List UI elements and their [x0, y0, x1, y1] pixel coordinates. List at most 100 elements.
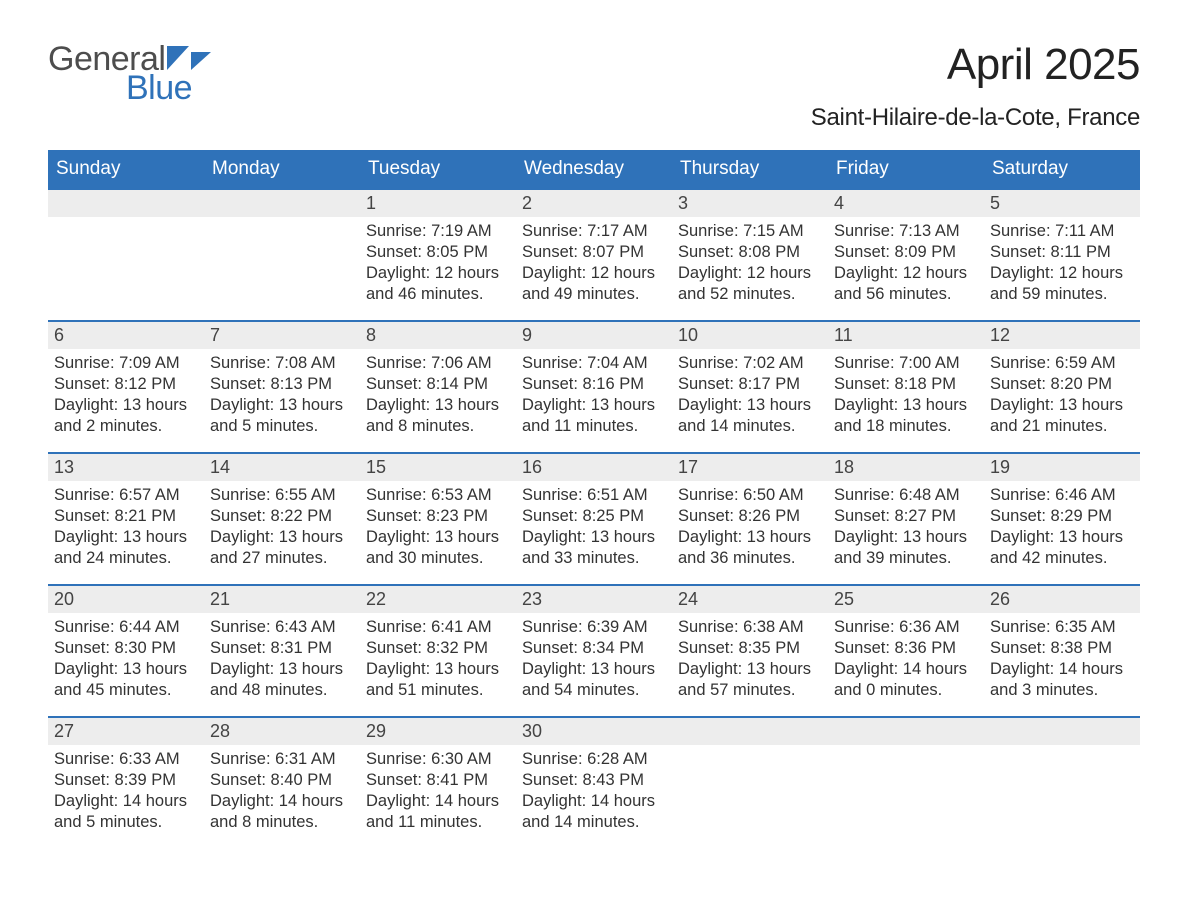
day-number: 21	[204, 586, 360, 613]
calendar: Sunday Monday Tuesday Wednesday Thursday…	[48, 150, 1140, 842]
daylight1-text: Daylight: 13 hours	[54, 527, 198, 548]
daylight2-text: and 27 minutes.	[210, 548, 354, 569]
daylight1-text: Daylight: 12 hours	[522, 263, 666, 284]
day-cell: 22Sunrise: 6:41 AMSunset: 8:32 PMDayligh…	[360, 586, 516, 710]
day-cell	[204, 190, 360, 314]
daylight2-text: and 56 minutes.	[834, 284, 978, 305]
day-number	[204, 190, 360, 217]
day-cell: 7Sunrise: 7:08 AMSunset: 8:13 PMDaylight…	[204, 322, 360, 446]
day-number: 28	[204, 718, 360, 745]
sunset-text: Sunset: 8:30 PM	[54, 638, 198, 659]
day-cell: 3Sunrise: 7:15 AMSunset: 8:08 PMDaylight…	[672, 190, 828, 314]
day-cell: 18Sunrise: 6:48 AMSunset: 8:27 PMDayligh…	[828, 454, 984, 578]
daylight2-text: and 8 minutes.	[366, 416, 510, 437]
sunset-text: Sunset: 8:21 PM	[54, 506, 198, 527]
day-cell: 29 Sunrise: 6:30 AMSunset: 8:41 PMDayligh…	[360, 718, 516, 842]
sunset-text: Sunset: 8:43 PM	[522, 770, 666, 791]
sunset-text: Sunset: 8:12 PM	[54, 374, 198, 395]
sunset-text: Sunset: 8:13 PM	[210, 374, 354, 395]
sunrise-text: Sunrise: 7:09 AM	[54, 353, 198, 374]
day-number: 24	[672, 586, 828, 613]
day-cell	[672, 718, 828, 842]
daylight1-text: Daylight: 12 hours	[678, 263, 822, 284]
sunrise-text: Sunrise: 6:30 AM	[366, 749, 510, 770]
sunrise-text: Sunrise: 7:00 AM	[834, 353, 978, 374]
sunrise-text: Sunrise: 6:33 AM	[54, 749, 198, 770]
day-cell: 10Sunrise: 7:02 AMSunset: 8:17 PMDayligh…	[672, 322, 828, 446]
sunset-text: Sunset: 8:35 PM	[678, 638, 822, 659]
day-cell: 30Sunrise: 6:28 AMSunset: 8:43 PMDayligh…	[516, 718, 672, 842]
sunrise-text: Sunrise: 6:35 AM	[990, 617, 1134, 638]
daylight1-text: Daylight: 14 hours	[834, 659, 978, 680]
daylight1-text: Daylight: 14 hours	[54, 791, 198, 812]
day-cell: 5Sunrise: 7:11 AMSunset: 8:11 PMDaylight…	[984, 190, 1140, 314]
daylight1-text: Daylight: 13 hours	[834, 527, 978, 548]
day-number: 10	[672, 322, 828, 349]
page-header: General Blue April 2025 Saint-Hilaire-de…	[48, 40, 1140, 132]
sunset-text: Sunset: 8:23 PM	[366, 506, 510, 527]
day-number: 26	[984, 586, 1140, 613]
day-cell: 17Sunrise: 6:50 AMSunset: 8:26 PMDayligh…	[672, 454, 828, 578]
weekday-header: Wednesday	[516, 150, 672, 188]
sunrise-text: Sunrise: 7:13 AM	[834, 221, 978, 242]
sunrise-text: Sunrise: 6:44 AM	[54, 617, 198, 638]
day-number: 14	[204, 454, 360, 481]
sunset-text: Sunset: 8:08 PM	[678, 242, 822, 263]
daylight1-text: Daylight: 13 hours	[54, 395, 198, 416]
sunset-text: Sunset: 8:18 PM	[834, 374, 978, 395]
sunset-text: Sunset: 8:31 PM	[210, 638, 354, 659]
daylight2-text: and 8 minutes.	[210, 812, 354, 833]
sunrise-text: Sunrise: 7:08 AM	[210, 353, 354, 374]
daylight1-text: Daylight: 13 hours	[210, 659, 354, 680]
day-cell: 2Sunrise: 7:17 AMSunset: 8:07 PMDaylight…	[516, 190, 672, 314]
day-number	[828, 718, 984, 745]
daylight2-text: and 51 minutes.	[366, 680, 510, 701]
day-number: 15	[360, 454, 516, 481]
sunrise-text: Sunrise: 6:43 AM	[210, 617, 354, 638]
daylight2-text: and 11 minutes.	[522, 416, 666, 437]
day-cell: 6Sunrise: 7:09 AMSunset: 8:12 PMDaylight…	[48, 322, 204, 446]
day-number: 3	[672, 190, 828, 217]
daylight2-text: and 14 minutes.	[522, 812, 666, 833]
week-row: 27Sunrise: 6:33 AMSunset: 8:39 PMDayligh…	[48, 716, 1140, 842]
sunset-text: Sunset: 8:41 PM	[366, 770, 510, 791]
sunrise-text: Sunrise: 7:11 AM	[990, 221, 1134, 242]
sunrise-text: Sunrise: 6:41 AM	[366, 617, 510, 638]
daylight1-text: Daylight: 14 hours	[210, 791, 354, 812]
daylight1-text: Daylight: 13 hours	[366, 659, 510, 680]
month-title: April 2025	[811, 40, 1140, 90]
sunrise-text: Sunrise: 6:31 AM	[210, 749, 354, 770]
sunset-text: Sunset: 8:26 PM	[678, 506, 822, 527]
daylight1-text: Daylight: 14 hours	[522, 791, 666, 812]
daylight2-text: and 52 minutes.	[678, 284, 822, 305]
daylight1-text: Daylight: 12 hours	[990, 263, 1134, 284]
daylight1-text: Daylight: 14 hours	[990, 659, 1134, 680]
day-cell: 9Sunrise: 7:04 AMSunset: 8:16 PMDaylight…	[516, 322, 672, 446]
sunset-text: Sunset: 8:40 PM	[210, 770, 354, 791]
weeks-container: 1Sunrise: 7:19 AMSunset: 8:05 PMDaylight…	[48, 188, 1140, 842]
daylight2-text: and 2 minutes.	[54, 416, 198, 437]
daylight2-text: and 21 minutes.	[990, 416, 1134, 437]
day-number: 11	[828, 322, 984, 349]
week-row: 6Sunrise: 7:09 AMSunset: 8:12 PMDaylight…	[48, 320, 1140, 446]
day-cell: 26Sunrise: 6:35 AMSunset: 8:38 PMDayligh…	[984, 586, 1140, 710]
day-cell: 13Sunrise: 6:57 AMSunset: 8:21 PMDayligh…	[48, 454, 204, 578]
weekday-header: Saturday	[984, 150, 1140, 188]
day-cell: 25Sunrise: 6:36 AMSunset: 8:36 PMDayligh…	[828, 586, 984, 710]
day-number	[984, 718, 1140, 745]
daylight1-text: Daylight: 13 hours	[834, 395, 978, 416]
daylight1-text: Daylight: 13 hours	[366, 527, 510, 548]
daylight2-text: and 54 minutes.	[522, 680, 666, 701]
daylight1-text: Daylight: 12 hours	[366, 263, 510, 284]
day-cell: 15Sunrise: 6:53 AMSunset: 8:23 PMDayligh…	[360, 454, 516, 578]
day-number	[672, 718, 828, 745]
day-cell: 24Sunrise: 6:38 AMSunset: 8:35 PMDayligh…	[672, 586, 828, 710]
daylight2-text: and 57 minutes.	[678, 680, 822, 701]
day-cell: 16Sunrise: 6:51 AMSunset: 8:25 PMDayligh…	[516, 454, 672, 578]
sunset-text: Sunset: 8:36 PM	[834, 638, 978, 659]
day-number: 29	[360, 718, 516, 745]
daylight1-text: Daylight: 13 hours	[522, 527, 666, 548]
day-cell: 27Sunrise: 6:33 AMSunset: 8:39 PMDayligh…	[48, 718, 204, 842]
daylight1-text: Daylight: 14 hours	[366, 791, 510, 812]
sunrise-text: Sunrise: 6:59 AM	[990, 353, 1134, 374]
